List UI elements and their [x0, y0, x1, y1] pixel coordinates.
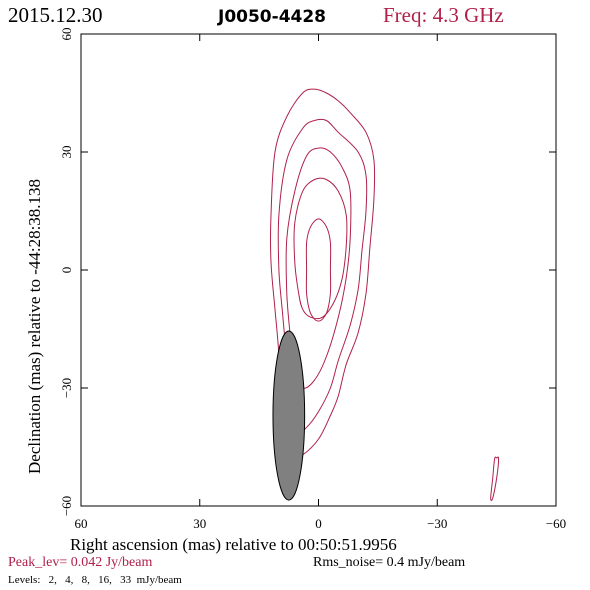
source-name: J0050-4428 — [217, 7, 326, 27]
contour-2-mjy — [490, 456, 500, 502]
y-tick-label: −30 — [59, 378, 74, 398]
peak-level: Peak_lev= 0.042 Jy/beam — [8, 555, 152, 570]
y-tick-label: 60 — [59, 28, 74, 41]
axis-ticks — [80, 33, 557, 507]
y-tick-labels: −60 −30 0 30 60 — [59, 28, 74, 517]
contour-2-mjy — [269, 88, 376, 461]
contour-8-mjy — [285, 147, 352, 389]
contour-lines — [269, 88, 500, 502]
x-tick-labels: 60 30 0 −30 −60 — [75, 516, 567, 531]
y-tick-label: 30 — [59, 146, 74, 159]
contour-4-mjy — [277, 118, 368, 437]
contour-33-mjy — [305, 218, 332, 322]
observation-date: 2015.12.30 — [8, 3, 103, 27]
frequency-label: Freq: 4.3 GHz — [383, 3, 504, 27]
y-tick-label: 0 — [59, 267, 74, 274]
x-tick-label: 30 — [193, 516, 206, 531]
rms-noise: Rms_noise= 0.4 mJy/beam — [313, 555, 465, 570]
x-axis-label: Right ascension (mas) relative to 00:50:… — [70, 535, 397, 554]
y-tick-label: −60 — [59, 496, 74, 516]
y-axis-label: Declination (mas) relative to -44:28:38.… — [25, 179, 44, 474]
plot-frame — [80, 33, 557, 507]
contour-levels: Levels: 2, 4, 8, 16, 33 mJy/beam — [8, 574, 182, 586]
x-tick-label: 0 — [315, 516, 322, 531]
x-tick-label: 60 — [75, 516, 88, 531]
contour-16-mjy — [293, 177, 348, 320]
beam-ellipse — [272, 330, 306, 501]
x-tick-label: −30 — [427, 516, 447, 531]
x-tick-label: −60 — [546, 516, 566, 531]
